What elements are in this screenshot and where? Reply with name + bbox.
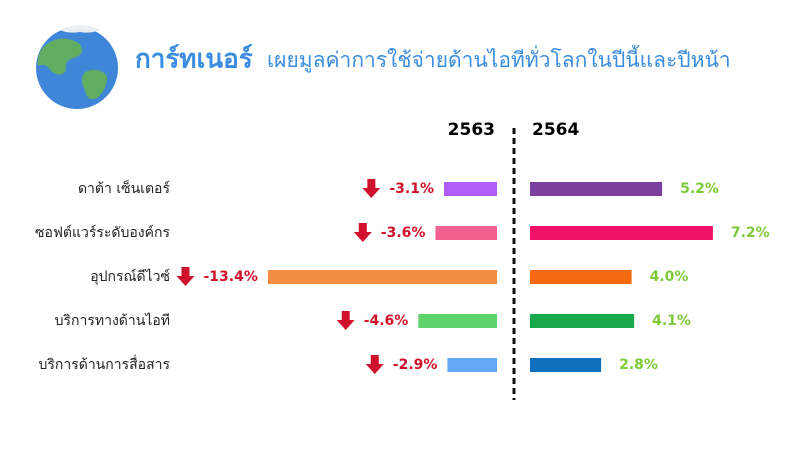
down-arrow: [336, 311, 355, 330]
bar: [530, 270, 632, 284]
category-label: อุปกรณ์ดีไวซ์: [90, 268, 170, 285]
value-label: 5.2%: [680, 181, 719, 197]
value-label: 4.0%: [650, 269, 689, 285]
down-arrow: [362, 179, 381, 198]
bar: [267, 270, 497, 284]
value-label: -2.9%: [393, 357, 438, 373]
bar: [447, 358, 497, 372]
category-label: บริการด้านการสื่อสาร: [38, 355, 170, 373]
series-header: 2563: [448, 120, 495, 140]
value-label: -4.6%: [364, 313, 409, 329]
value-label: -3.6%: [381, 225, 426, 241]
value-label: 2.8%: [619, 357, 658, 373]
chart-title: การ์ทเนอร์: [135, 44, 253, 75]
down-arrow: [353, 223, 372, 242]
down-arrow: [176, 267, 195, 286]
value-label: -13.4%: [203, 269, 257, 285]
value-label: 7.2%: [731, 225, 770, 241]
bar: [443, 182, 497, 196]
down-arrow: [365, 355, 384, 374]
bar: [530, 358, 602, 372]
series-header: 2564: [532, 120, 579, 140]
globe-icon: [36, 25, 118, 109]
category-label: ซอฟต์แวร์ระดับองค์กร: [35, 224, 170, 241]
bar: [530, 314, 635, 328]
category-label: ดาต้า เซ็นเตอร์: [78, 179, 170, 197]
bar: [418, 314, 497, 328]
bar: [530, 226, 713, 240]
bar: [435, 226, 497, 240]
bar: [530, 182, 663, 196]
value-label: 4.1%: [652, 313, 691, 329]
value-label: -3.1%: [389, 181, 434, 197]
chart-subtitle: เผยมูลค่าการใช้จ่ายด้านไอทีทั่วโลกในปีนี…: [267, 45, 731, 73]
category-label: บริการทางด้านไอที: [55, 312, 170, 329]
